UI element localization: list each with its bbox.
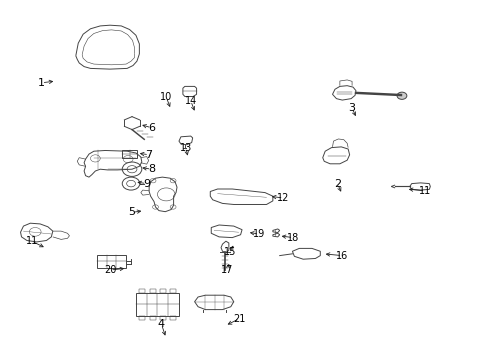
Circle shape bbox=[396, 92, 406, 99]
Text: 4: 4 bbox=[158, 319, 164, 329]
Text: 18: 18 bbox=[286, 233, 299, 243]
Bar bbox=[170, 289, 176, 293]
Text: 16: 16 bbox=[335, 251, 348, 261]
Text: 6: 6 bbox=[148, 123, 155, 133]
Text: 11: 11 bbox=[25, 236, 38, 246]
Text: 14: 14 bbox=[184, 96, 197, 106]
Text: 5: 5 bbox=[128, 207, 135, 217]
Text: 1: 1 bbox=[38, 78, 45, 88]
Text: 19: 19 bbox=[252, 229, 265, 239]
Text: 21: 21 bbox=[233, 314, 245, 324]
Text: 9: 9 bbox=[143, 179, 150, 189]
Text: 20: 20 bbox=[103, 265, 116, 275]
Text: 11: 11 bbox=[418, 186, 431, 196]
Bar bbox=[139, 289, 144, 293]
Text: 17: 17 bbox=[221, 265, 233, 275]
Text: 10: 10 bbox=[160, 92, 172, 102]
Text: 15: 15 bbox=[223, 247, 236, 257]
Bar bbox=[170, 316, 176, 320]
Text: 2: 2 bbox=[333, 179, 340, 189]
Text: 7: 7 bbox=[145, 150, 152, 160]
Text: 8: 8 bbox=[148, 164, 155, 174]
Bar bbox=[97, 255, 126, 268]
Text: 3: 3 bbox=[348, 103, 355, 113]
Bar bbox=[136, 293, 179, 316]
Bar bbox=[160, 289, 166, 293]
Bar bbox=[139, 316, 144, 320]
Bar bbox=[149, 289, 155, 293]
Text: 13: 13 bbox=[179, 143, 192, 153]
Bar bbox=[160, 316, 166, 320]
Text: 12: 12 bbox=[277, 193, 289, 203]
Bar bbox=[149, 316, 155, 320]
